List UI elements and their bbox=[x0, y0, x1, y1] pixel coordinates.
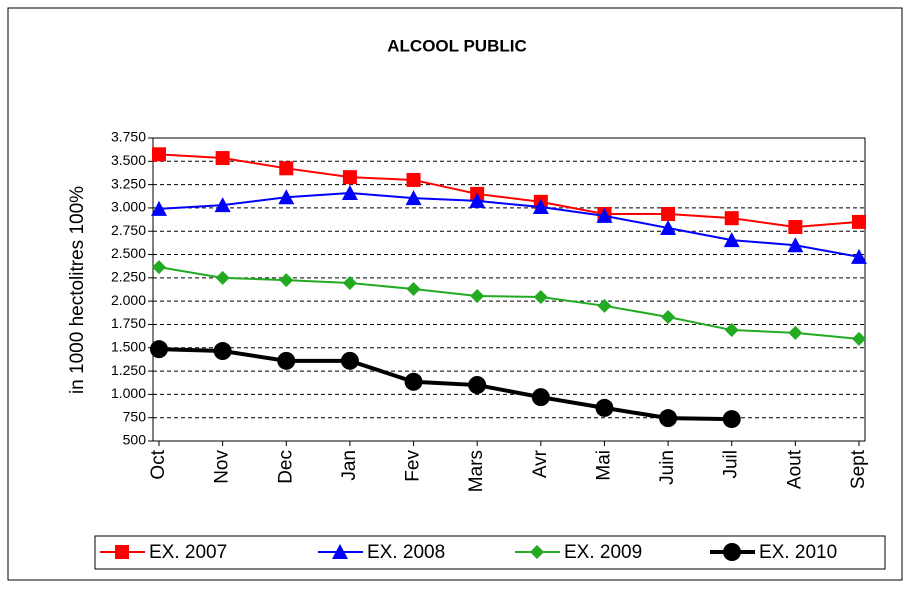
data-point bbox=[851, 248, 867, 264]
data-point bbox=[340, 351, 359, 370]
data-point bbox=[152, 147, 166, 162]
y-tick-label: 3.250 bbox=[111, 175, 146, 191]
data-point bbox=[661, 206, 676, 221]
x-tick-label: Oct bbox=[148, 449, 169, 479]
legend-marker bbox=[115, 545, 129, 559]
legend-label: EX. 2009 bbox=[564, 542, 642, 563]
y-tick-label: 500 bbox=[123, 432, 147, 448]
data-point bbox=[277, 351, 296, 370]
x-tick-label: Jan bbox=[339, 450, 360, 481]
data-point bbox=[215, 151, 230, 166]
x-tick-label: Sept bbox=[848, 449, 869, 489]
data-point bbox=[787, 237, 804, 253]
data-point bbox=[470, 289, 485, 304]
legend-label: EX. 2010 bbox=[759, 542, 837, 563]
data-point bbox=[722, 410, 741, 429]
data-point bbox=[469, 192, 486, 208]
series-line bbox=[158, 266, 860, 340]
data-point bbox=[595, 398, 614, 417]
data-point bbox=[788, 220, 803, 235]
x-tick-label: Mars bbox=[466, 450, 487, 492]
data-point bbox=[150, 340, 168, 359]
data-point bbox=[723, 232, 740, 248]
x-tick-label: Juin bbox=[657, 450, 678, 485]
x-tick-label: Dec bbox=[275, 450, 296, 484]
series-line bbox=[158, 153, 860, 229]
data-point bbox=[279, 273, 294, 288]
x-tick-label: Mai bbox=[593, 450, 614, 481]
legend-label: EX. 2007 bbox=[149, 542, 227, 563]
data-point bbox=[152, 260, 166, 275]
data-point bbox=[724, 323, 739, 338]
legend-marker bbox=[332, 544, 348, 559]
y-tick-label: 1.250 bbox=[111, 362, 146, 378]
data-point bbox=[214, 197, 231, 213]
data-point bbox=[213, 342, 232, 361]
data-point bbox=[597, 298, 612, 313]
data-point bbox=[788, 325, 803, 340]
data-point bbox=[533, 289, 548, 304]
data-point bbox=[342, 170, 357, 185]
y-tick-label: 2.000 bbox=[111, 292, 146, 308]
data-point bbox=[852, 214, 866, 229]
legend-marker bbox=[723, 543, 741, 561]
data-point bbox=[531, 388, 550, 407]
y-tick-label: 750 bbox=[123, 408, 147, 424]
y-tick-label: 3.500 bbox=[111, 152, 146, 168]
data-point bbox=[724, 211, 739, 226]
y-tick-label: 2.250 bbox=[111, 269, 146, 285]
y-tick-label: 2.500 bbox=[111, 245, 146, 261]
data-point bbox=[342, 275, 357, 290]
data-point bbox=[532, 198, 549, 214]
data-point bbox=[468, 376, 487, 395]
data-point bbox=[341, 185, 358, 201]
chart-title: ALCOOL PUBLIC bbox=[387, 36, 526, 55]
data-point bbox=[659, 409, 678, 428]
y-axis-label: in 1000 hectolitres 100% bbox=[67, 186, 88, 394]
data-point bbox=[852, 331, 866, 346]
y-tick-label: 3.000 bbox=[111, 199, 146, 215]
y-tick-label: 3.750 bbox=[111, 129, 146, 145]
x-tick-label: Avr bbox=[530, 449, 551, 478]
data-point bbox=[596, 207, 613, 223]
series-line bbox=[158, 347, 732, 422]
data-point bbox=[406, 282, 421, 297]
data-point bbox=[279, 161, 294, 176]
x-tick-label: Nov bbox=[212, 450, 233, 484]
plot-border bbox=[152, 137, 866, 442]
legend-label: EX. 2008 bbox=[367, 542, 445, 563]
x-tick-label: Juil bbox=[721, 450, 742, 479]
data-point bbox=[661, 310, 676, 325]
data-point bbox=[406, 172, 421, 187]
plot-area bbox=[153, 138, 865, 441]
y-tick-label: 1.500 bbox=[111, 338, 146, 354]
x-tick-label: Fev bbox=[403, 450, 424, 482]
y-tick-label: 2.750 bbox=[111, 222, 146, 238]
data-point bbox=[405, 190, 422, 206]
data-point bbox=[404, 372, 423, 391]
legend-marker bbox=[530, 545, 544, 559]
y-tick-label: 1.000 bbox=[111, 385, 146, 401]
data-point bbox=[215, 270, 230, 285]
data-point bbox=[151, 200, 167, 216]
series-line bbox=[158, 192, 860, 258]
data-point bbox=[278, 189, 295, 205]
y-tick-label: 1.750 bbox=[111, 315, 146, 331]
x-tick-label: Aout bbox=[784, 449, 805, 489]
data-point bbox=[660, 219, 677, 235]
